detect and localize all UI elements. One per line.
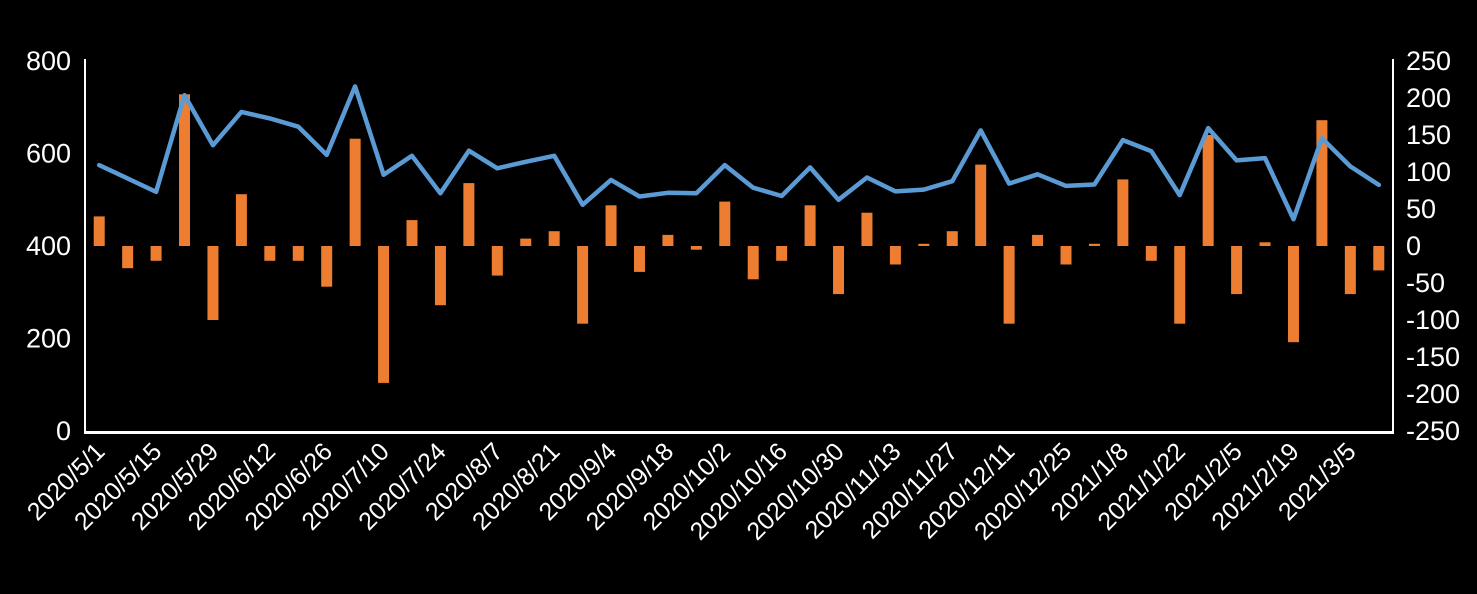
bar bbox=[179, 94, 191, 246]
right-axis-tick-label: 100 bbox=[1406, 157, 1451, 187]
bar bbox=[264, 246, 276, 261]
left-axis-tick-label: 600 bbox=[26, 139, 71, 169]
right-axis-tick-label: 150 bbox=[1406, 120, 1451, 150]
bar bbox=[1088, 243, 1100, 246]
bar bbox=[1003, 246, 1015, 324]
bar bbox=[1117, 179, 1129, 246]
bar bbox=[491, 246, 503, 276]
bar bbox=[889, 246, 901, 265]
bar bbox=[861, 212, 873, 246]
bar bbox=[1174, 246, 1186, 324]
bar bbox=[548, 231, 560, 246]
bar bbox=[804, 205, 816, 246]
bar bbox=[122, 246, 134, 269]
left-axis-tick-label: 400 bbox=[26, 231, 71, 261]
bar bbox=[150, 246, 162, 261]
bar bbox=[577, 246, 589, 324]
bar bbox=[1231, 246, 1243, 295]
bar bbox=[207, 246, 219, 320]
bar bbox=[1316, 120, 1328, 246]
bar bbox=[690, 246, 702, 250]
bar bbox=[946, 231, 958, 246]
bar bbox=[633, 246, 645, 272]
bar bbox=[1060, 246, 1072, 265]
bar bbox=[1202, 135, 1214, 246]
bar bbox=[349, 138, 361, 246]
left-axis-tick-label: 200 bbox=[26, 324, 71, 354]
bar bbox=[1032, 234, 1044, 246]
bar bbox=[406, 220, 418, 246]
left-axis-tick-label: 0 bbox=[56, 416, 71, 446]
right-axis-tick-label: 0 bbox=[1406, 231, 1421, 261]
bar bbox=[1373, 246, 1385, 271]
bar bbox=[1344, 246, 1356, 295]
left-axis-tick-label: 800 bbox=[26, 46, 71, 76]
bar bbox=[776, 246, 788, 261]
bar bbox=[235, 194, 247, 246]
bar bbox=[605, 205, 617, 246]
bar bbox=[321, 246, 333, 287]
bar bbox=[719, 201, 731, 246]
bar bbox=[833, 246, 845, 295]
bar bbox=[378, 246, 390, 383]
bar bbox=[747, 246, 759, 280]
right-axis-tick-label: -250 bbox=[1406, 416, 1460, 446]
bar bbox=[918, 243, 930, 246]
right-axis-tick-label: 250 bbox=[1406, 46, 1451, 76]
bar bbox=[975, 164, 987, 246]
bar bbox=[1287, 246, 1299, 343]
bar bbox=[662, 234, 674, 246]
bar bbox=[93, 216, 105, 246]
bar bbox=[463, 183, 475, 246]
bar bbox=[1145, 246, 1157, 261]
right-axis-tick-label: -150 bbox=[1406, 342, 1460, 372]
bar bbox=[520, 238, 532, 246]
right-axis-tick-label: -200 bbox=[1406, 379, 1460, 409]
line-series bbox=[96, 84, 1382, 222]
right-axis-tick-label: -100 bbox=[1406, 305, 1460, 335]
bar bbox=[434, 246, 446, 306]
bar bbox=[292, 246, 304, 261]
right-axis-tick-label: -50 bbox=[1406, 268, 1445, 298]
bar bbox=[1259, 242, 1271, 246]
right-axis-tick-label: 50 bbox=[1406, 194, 1436, 224]
right-axis-tick-label: 200 bbox=[1406, 83, 1451, 113]
